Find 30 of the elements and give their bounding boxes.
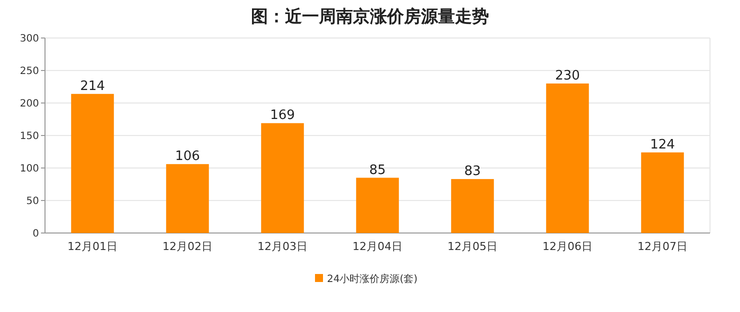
x-tick-label: 12月05日 xyxy=(448,240,498,253)
data-label: 83 xyxy=(464,164,481,180)
y-tick-label: 200 xyxy=(20,98,39,110)
x-tick-label: 12月04日 xyxy=(352,240,402,253)
y-tick-label: 50 xyxy=(26,196,39,207)
bar xyxy=(71,94,114,233)
data-label: 214 xyxy=(80,78,105,94)
y-tick-label: 250 xyxy=(20,66,39,77)
chart-title: 图：近一周南京涨价房源量走势 xyxy=(251,7,489,27)
x-tick-label: 12月07日 xyxy=(638,240,688,253)
bar xyxy=(261,123,304,233)
data-label: 106 xyxy=(175,149,200,164)
y-tick-label: 100 xyxy=(20,164,39,174)
data-label: 169 xyxy=(270,108,295,124)
bar xyxy=(641,152,684,233)
bar xyxy=(166,164,209,233)
x-tick-label: 12月02日 xyxy=(162,240,212,253)
x-tick-label: 12月01日 xyxy=(68,240,118,253)
x-tick-label: 12月03日 xyxy=(258,240,308,253)
y-tick-label: 300 xyxy=(20,34,39,44)
x-tick-label: 12月06日 xyxy=(542,240,592,253)
bar xyxy=(451,179,494,233)
bar xyxy=(356,178,399,233)
data-label: 85 xyxy=(369,162,386,178)
y-tick-label: 0 xyxy=(32,228,39,240)
y-tick-label: 150 xyxy=(20,131,39,142)
legend-label: 24小时涨价房源(套) xyxy=(327,273,418,285)
data-label: 124 xyxy=(650,137,675,152)
bar xyxy=(546,84,589,233)
data-label: 230 xyxy=(555,68,580,84)
